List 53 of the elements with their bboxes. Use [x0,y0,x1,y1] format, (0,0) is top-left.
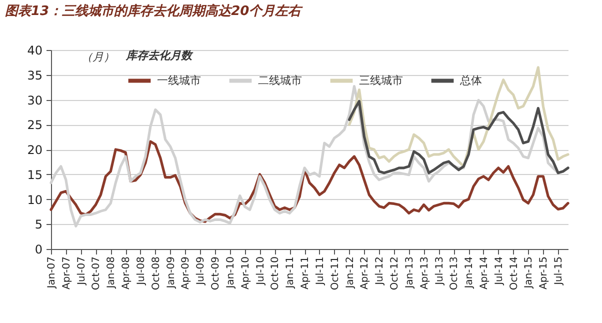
x-tick-label: Apr-11 [300,256,312,290]
x-tick-label: Jan-07 [46,256,58,290]
x-tick-label: Jul-09 [196,256,207,286]
y-tick-label: 35 [27,68,42,82]
x-tick-label: Apr-10 [240,256,252,290]
chart-title: 图表13：三线城市的库存去化周期高达20个月左右 [5,3,304,19]
x-tick-label: Apr-14 [478,256,490,290]
legend-label: 二线城市 [258,74,302,87]
x-tick-label: Jan-12 [344,256,356,290]
x-tick-label: Jul-07 [76,256,88,286]
y-tick-label: 0 [34,242,42,256]
x-tick-label: Jan-14 [464,256,476,290]
x-tick-label: Jan-11 [285,256,296,290]
x-tick-label: Oct-14 [508,256,520,290]
x-tick-label: Jan-15 [524,256,535,290]
x-tick-label: Jul-08 [136,256,147,286]
x-tick-label: Apr-12 [360,256,371,290]
y-tick-label: 10 [27,192,42,207]
x-tick-label: Jul-13 [434,256,446,286]
line-series [348,100,570,174]
x-tick-label: Jan-08 [106,256,118,290]
x-tick-label: Apr-13 [419,256,430,290]
x-tick-label: Apr-09 [180,256,192,290]
x-tick-label: Oct-07 [91,256,102,290]
x-tick-label: Apr-15 [538,256,550,290]
x-tick-label: Jan-09 [166,256,177,290]
x-tick-label: Jul-10 [255,256,266,286]
y-tick-label: 5 [34,218,42,232]
legend-label: 总体 [459,74,482,87]
legend-label: 一线城市 [157,74,201,87]
y-tick-label: 40 [27,44,42,58]
x-tick-label: Oct-11 [330,256,341,290]
x-tick-label: Jul-11 [314,256,326,286]
x-tick-label: Apr-07 [61,256,72,290]
x-tick-label: Jan-13 [404,256,416,290]
line-series [348,66,570,168]
legend-title: 库存去化月数 [125,49,194,62]
y-tick-label: 25 [27,118,42,132]
x-tick-label: Apr-08 [121,256,132,290]
x-tick-label: Oct-08 [150,256,162,290]
y-tick-label: 20 [27,143,42,157]
y-tick-label: 15 [27,168,42,182]
x-tick-label: Jul-12 [374,256,386,286]
legend-label: 三线城市 [359,74,403,87]
y-axis-title: （月） [82,50,114,64]
x-tick-label: Oct-12 [390,256,401,290]
x-tick-label: Oct-13 [449,256,460,290]
x-tick-label: Oct-09 [210,256,222,290]
x-tick-label: Jan-10 [225,256,236,290]
x-tick-label: Jul-14 [494,256,505,286]
x-tick-label: Oct-10 [270,256,282,290]
x-tick-label: Jul-15 [554,256,565,286]
y-tick-label: 30 [27,93,42,108]
